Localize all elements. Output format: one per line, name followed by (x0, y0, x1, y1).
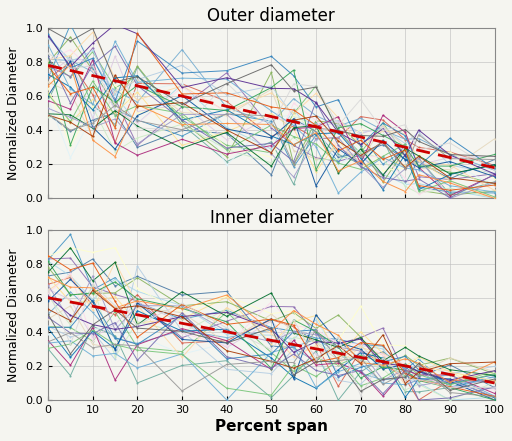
Title: Outer diameter: Outer diameter (207, 7, 335, 25)
Y-axis label: Normalized Diameter: Normalized Diameter (7, 46, 20, 180)
Y-axis label: Normalized Diameter: Normalized Diameter (7, 248, 20, 381)
Title: Inner diameter: Inner diameter (209, 209, 333, 227)
X-axis label: Percent span: Percent span (215, 419, 328, 434)
